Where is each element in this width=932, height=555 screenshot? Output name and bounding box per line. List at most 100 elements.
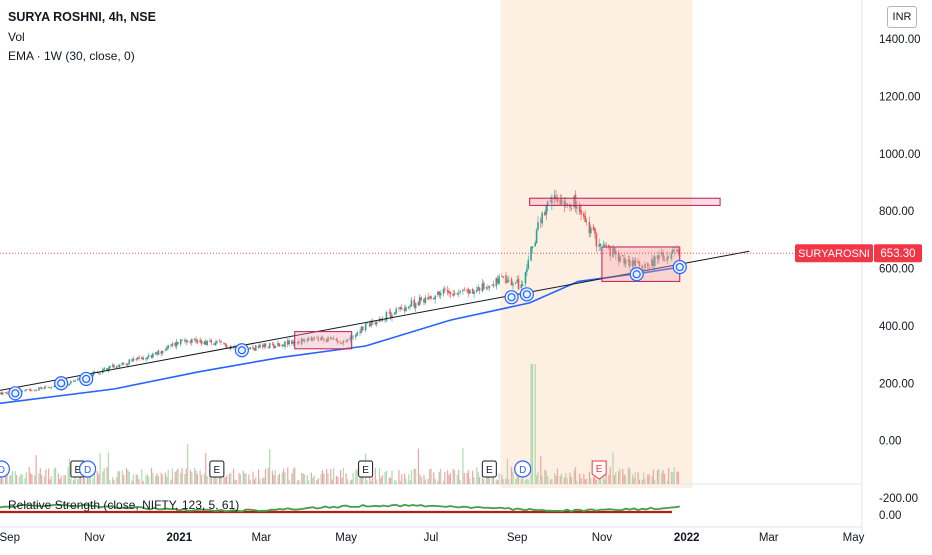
candle (171, 343, 174, 347)
volume-bar (565, 473, 567, 484)
x-tick-label: 2021 (167, 532, 193, 544)
volume-bar (24, 478, 26, 484)
candle (409, 305, 411, 307)
volume-bar (292, 468, 294, 484)
volume-legend[interactable]: Vol (8, 30, 25, 44)
volume-bar (592, 477, 595, 484)
candle (273, 344, 275, 348)
candle (93, 371, 96, 373)
dividend-marker[interactable]: D (0, 460, 10, 478)
volume-bar (622, 468, 624, 484)
candle (482, 282, 485, 290)
earnings-icon (358, 460, 374, 478)
volume-bar (171, 468, 173, 484)
candle (370, 322, 372, 326)
candle (592, 226, 595, 231)
candle (434, 295, 436, 300)
volume-bar (437, 480, 439, 484)
candle (487, 288, 489, 290)
dividend-marker[interactable]: D (78, 460, 97, 478)
volume-bar (623, 474, 625, 484)
volume-bar (381, 475, 383, 484)
volume-bar (497, 480, 499, 484)
candle (566, 203, 568, 205)
candle (471, 289, 474, 294)
candle (644, 264, 646, 269)
candle (33, 389, 36, 391)
volume-bar (45, 469, 47, 484)
volume-bar (252, 471, 254, 484)
volume-bar (156, 473, 158, 484)
dividend-marker[interactable]: D (514, 460, 532, 478)
earnings-marker[interactable]: E (209, 460, 225, 478)
candle (259, 344, 261, 348)
volume-bar (327, 473, 329, 484)
volume-bar (267, 467, 269, 484)
candle (473, 291, 475, 295)
earnings-marker[interactable]: E (358, 460, 374, 478)
volume-bar (117, 471, 119, 484)
candle (157, 350, 160, 355)
relative-strength-legend[interactable]: Relative Strength (close, NIFTY, 123, 5,… (8, 498, 240, 512)
candle (530, 246, 532, 261)
currency-button[interactable]: INR (887, 6, 917, 28)
candle (43, 386, 46, 390)
volume-bar (498, 473, 500, 484)
volume-bar (77, 479, 79, 484)
earnings-marker[interactable]: E (481, 460, 497, 478)
volume-bar (244, 473, 246, 484)
volume-bar (599, 476, 602, 484)
candle (31, 390, 33, 391)
earnings-marker[interactable]: E (591, 460, 607, 480)
candle (605, 244, 607, 246)
volume-bar (253, 479, 255, 484)
candle (492, 284, 495, 287)
volume-bar (561, 473, 563, 484)
candle (218, 340, 221, 342)
candle (113, 364, 115, 368)
volume-bar (59, 479, 61, 484)
volume-bar (547, 476, 549, 484)
candle (150, 355, 153, 358)
candle (128, 359, 131, 364)
volume-bar (448, 474, 450, 484)
volume-bar (371, 476, 374, 484)
candle (298, 341, 300, 344)
y-tick-label: 800.00 (879, 206, 914, 218)
candle (220, 341, 222, 343)
candle (142, 357, 144, 360)
candle (174, 342, 176, 346)
volume-bar (419, 473, 421, 484)
volume-bar (125, 467, 128, 484)
volume-bar (573, 470, 575, 484)
candle (576, 207, 578, 209)
volume-bar (308, 480, 310, 484)
ema-legend[interactable]: EMA · 1W (30, close, 0) (8, 49, 135, 63)
candle (588, 222, 591, 234)
candle (337, 340, 339, 343)
candle (204, 341, 207, 345)
touch-marker-inner (57, 379, 66, 388)
volume-bar (264, 469, 267, 484)
volume-bar (535, 475, 538, 484)
volume-bar (113, 479, 115, 484)
volume-bar (245, 473, 247, 484)
volume-bar (477, 472, 479, 484)
candle (524, 271, 527, 284)
volume-bar (55, 467, 57, 484)
candle (310, 337, 313, 342)
candle (103, 368, 106, 370)
candle (228, 348, 231, 349)
volume-bar (138, 479, 140, 484)
volume-bar (624, 475, 627, 484)
candle (248, 348, 250, 349)
volume-bar (228, 473, 230, 484)
volume-bar (82, 476, 85, 484)
volume-bar (534, 364, 536, 484)
candle (0, 392, 3, 395)
symbol-title[interactable]: SURYA ROSHNI, 4h, NSE (8, 10, 156, 24)
volume-bar (191, 472, 193, 484)
candle (320, 337, 322, 341)
